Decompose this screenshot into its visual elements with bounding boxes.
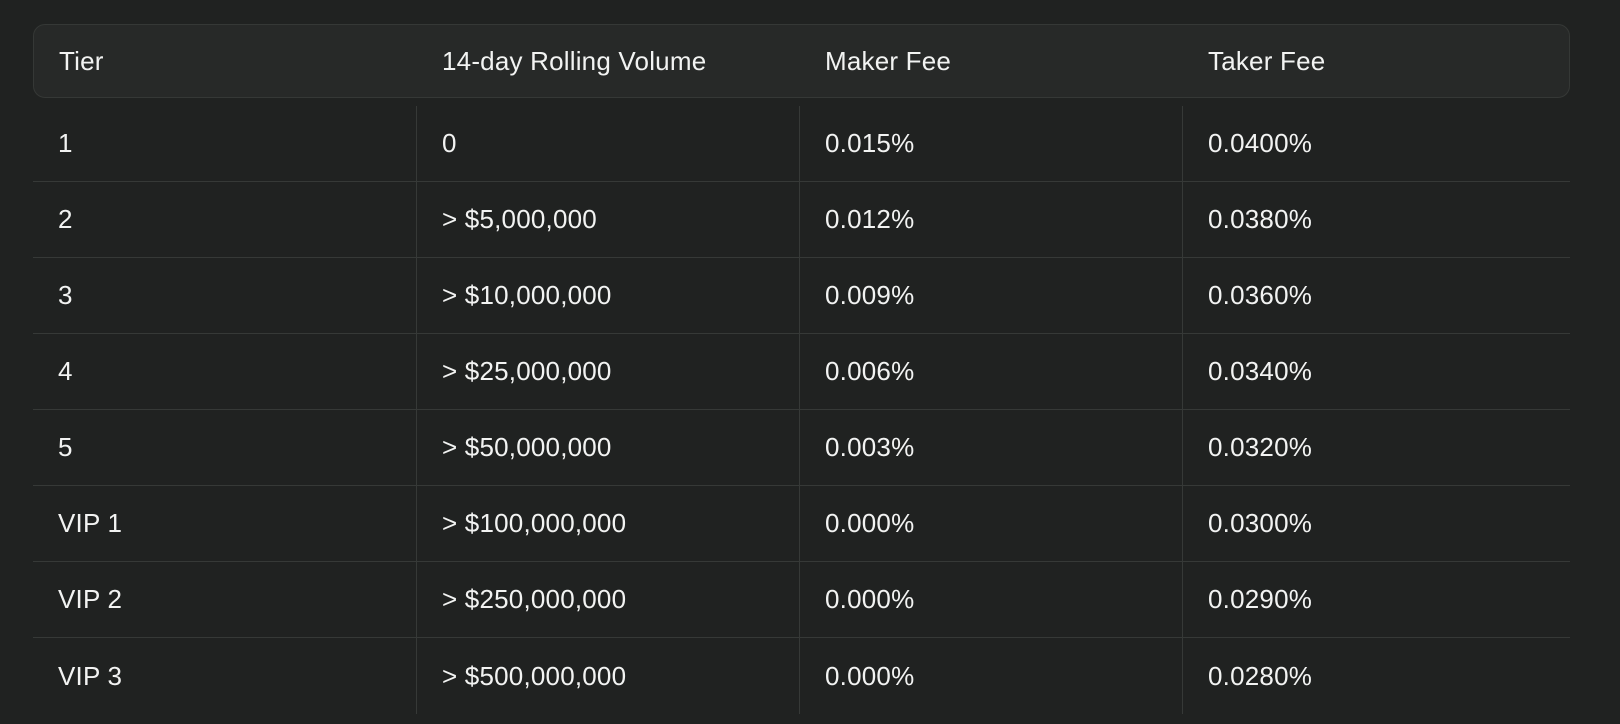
volume-cell: 0 [416, 106, 799, 181]
header-rolling-volume: 14-day Rolling Volume [442, 45, 707, 76]
maker-fee-cell: 0.000% [799, 562, 1182, 637]
tier-cell: 4 [58, 356, 73, 386]
table-row: VIP 2 > $250,000,000 0.000% 0.0290% [33, 562, 1570, 638]
taker-fee-cell: 0.0360% [1182, 258, 1570, 333]
volume-cell: > $100,000,000 [416, 486, 799, 561]
table-row: VIP 1 > $100,000,000 0.000% 0.0300% [33, 486, 1570, 562]
tier-cell: 2 [58, 204, 73, 234]
maker-fee-cell: 0.000% [799, 638, 1182, 714]
table-body: 1 0 0.015% 0.0400% 2 > $5,000,000 0.012%… [33, 106, 1570, 714]
header-taker-fee: Taker Fee [1208, 45, 1326, 76]
maker-fee-cell: 0.003% [799, 410, 1182, 485]
maker-fee-cell: 0.000% [799, 486, 1182, 561]
taker-fee-cell: 0.0320% [1182, 410, 1570, 485]
taker-fee-cell: 0.0290% [1182, 562, 1570, 637]
maker-fee-cell: 0.015% [799, 106, 1182, 181]
volume-cell: > $5,000,000 [416, 182, 799, 257]
taker-fee-cell: 0.0340% [1182, 334, 1570, 409]
table-row: 3 > $10,000,000 0.009% 0.0360% [33, 258, 1570, 334]
header-tier: Tier [59, 45, 104, 76]
table-row: 4 > $25,000,000 0.006% 0.0340% [33, 334, 1570, 410]
fee-tier-table: Tier 14-day Rolling Volume Maker Fee Tak… [33, 24, 1570, 714]
tier-cell: 3 [58, 280, 73, 310]
volume-cell: > $250,000,000 [416, 562, 799, 637]
volume-cell: > $25,000,000 [416, 334, 799, 409]
maker-fee-cell: 0.009% [799, 258, 1182, 333]
tier-cell: 5 [58, 432, 73, 462]
taker-fee-cell: 0.0300% [1182, 486, 1570, 561]
tier-cell: VIP 3 [58, 660, 123, 691]
tier-cell: VIP 2 [58, 584, 123, 614]
volume-cell: > $10,000,000 [416, 258, 799, 333]
table-row: 1 0 0.015% 0.0400% [33, 106, 1570, 182]
taker-fee-cell: 0.0400% [1182, 106, 1570, 181]
table-row: 5 > $50,000,000 0.003% 0.0320% [33, 410, 1570, 486]
maker-fee-cell: 0.006% [799, 334, 1182, 409]
volume-cell: > $500,000,000 [416, 638, 799, 714]
volume-cell: > $50,000,000 [416, 410, 799, 485]
tier-cell: VIP 1 [58, 508, 123, 538]
tier-cell: 1 [58, 128, 73, 158]
table-row: 2 > $5,000,000 0.012% 0.0380% [33, 182, 1570, 258]
taker-fee-cell: 0.0280% [1182, 638, 1570, 714]
header-maker-fee: Maker Fee [825, 45, 952, 76]
maker-fee-cell: 0.012% [799, 182, 1182, 257]
table-row: VIP 3 > $500,000,000 0.000% 0.0280% [33, 638, 1570, 714]
table-header: Tier 14-day Rolling Volume Maker Fee Tak… [33, 24, 1570, 98]
taker-fee-cell: 0.0380% [1182, 182, 1570, 257]
